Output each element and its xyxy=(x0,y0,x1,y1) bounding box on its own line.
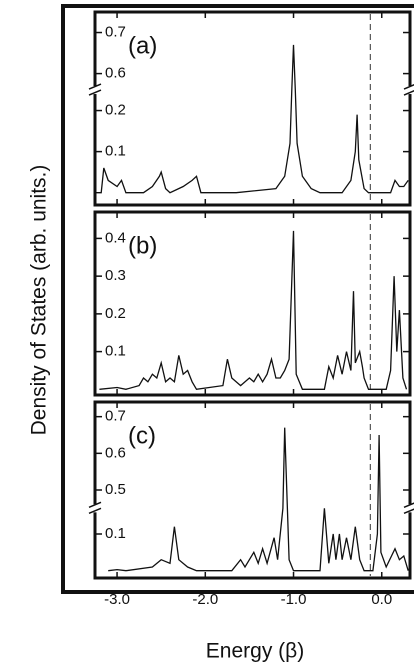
x-tick-label: 0.0 xyxy=(371,591,392,608)
outer-frame xyxy=(61,4,414,594)
x-tick-label: -1.0 xyxy=(281,591,307,608)
axis-break xyxy=(88,501,102,515)
panel-frame xyxy=(93,10,412,207)
panel-label: (b) xyxy=(128,232,157,259)
axis-break xyxy=(403,502,414,515)
dos-curve xyxy=(99,230,408,391)
panel-frame xyxy=(93,400,412,580)
panel-label: (c) xyxy=(128,422,156,449)
y-tick-label: 0.1 xyxy=(105,143,126,160)
dos-curve xyxy=(95,44,409,194)
y-tick-label: 0.2 xyxy=(105,102,126,119)
axis-break-gap xyxy=(91,86,99,95)
x-tick-label: -3.0 xyxy=(104,591,130,608)
axis-break xyxy=(88,83,102,96)
y-tick-label: 0.5 xyxy=(105,481,126,498)
axis-break-gap xyxy=(406,86,414,95)
x-axis-label: Energy (β) xyxy=(206,640,304,663)
axis-break-gap xyxy=(91,504,99,513)
axis-break-gap xyxy=(406,504,414,513)
y-tick-label: 0.4 xyxy=(105,229,126,246)
panel-label: (a) xyxy=(128,32,157,59)
x-tick-label: -2.0 xyxy=(192,591,218,608)
y-tick-label: 0.1 xyxy=(105,525,126,542)
y-tick-label: 0.7 xyxy=(105,24,126,41)
panel-frame xyxy=(93,210,412,397)
dos-curve xyxy=(108,427,409,572)
axis-break xyxy=(403,84,414,96)
y-tick-label: 0.7 xyxy=(105,408,126,425)
y-tick-label: 0.2 xyxy=(105,305,126,322)
y-tick-label: 0.6 xyxy=(105,65,126,82)
y-tick-label: 0.3 xyxy=(105,267,126,284)
y-axis-label: Density of States (arb. units.) xyxy=(28,165,51,436)
y-tick-label: 0.1 xyxy=(105,343,126,360)
y-tick-label: 0.6 xyxy=(105,444,126,461)
